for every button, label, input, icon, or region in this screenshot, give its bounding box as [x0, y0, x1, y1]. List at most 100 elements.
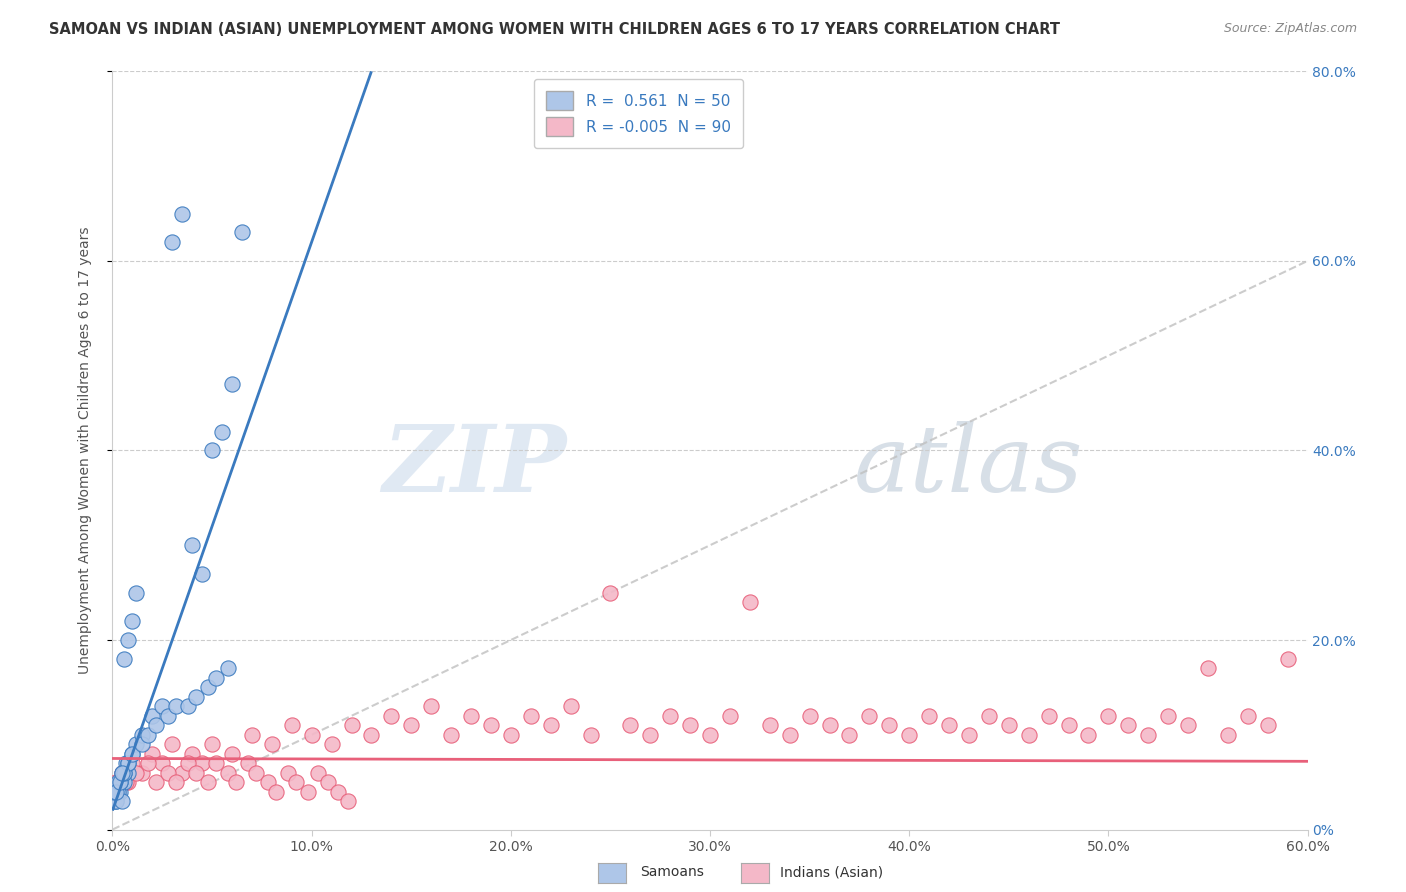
Point — [245, 765, 267, 780]
Point — [138, 728, 160, 742]
Point — [103, 785, 125, 799]
Point — [121, 614, 143, 628]
Point — [111, 765, 134, 780]
Point — [818, 718, 841, 732]
Point — [316, 775, 339, 789]
Point — [1197, 661, 1219, 675]
Point — [284, 775, 307, 789]
Point — [205, 671, 228, 685]
Point — [1157, 708, 1180, 723]
Point — [114, 765, 135, 780]
Point — [540, 718, 562, 732]
Point — [177, 756, 200, 771]
Point — [221, 377, 243, 392]
Point — [110, 785, 132, 799]
Point — [125, 765, 148, 780]
Point — [336, 794, 359, 808]
Point — [145, 775, 167, 789]
Point — [103, 794, 125, 808]
Text: SAMOAN VS INDIAN (ASIAN) UNEMPLOYMENT AMONG WOMEN WITH CHILDREN AGES 6 TO 17 YEA: SAMOAN VS INDIAN (ASIAN) UNEMPLOYMENT AM… — [49, 22, 1060, 37]
Point — [201, 443, 224, 458]
Point — [121, 756, 143, 771]
Point — [281, 718, 304, 732]
Point — [165, 775, 187, 789]
Point — [107, 785, 129, 799]
Point — [177, 699, 200, 714]
Point — [640, 728, 662, 742]
Point — [1137, 728, 1160, 742]
Point — [1177, 718, 1199, 732]
Point — [107, 775, 129, 789]
Point — [114, 775, 135, 789]
Point — [172, 765, 194, 780]
Point — [977, 708, 1000, 723]
Point — [858, 708, 880, 723]
Text: ZIP: ZIP — [382, 421, 567, 510]
Point — [197, 681, 219, 695]
Point — [110, 775, 132, 789]
Point — [401, 718, 423, 732]
Point — [1057, 718, 1080, 732]
Point — [191, 566, 214, 581]
Point — [115, 775, 138, 789]
Point — [1038, 708, 1060, 723]
Point — [879, 718, 901, 732]
Point — [307, 765, 329, 780]
Point — [107, 785, 129, 799]
Point — [125, 585, 148, 599]
Point — [111, 794, 134, 808]
Text: atlas: atlas — [853, 421, 1083, 510]
Point — [117, 765, 139, 780]
Point — [420, 699, 443, 714]
Point — [236, 756, 259, 771]
Point — [186, 765, 208, 780]
Point — [321, 737, 343, 751]
Point — [105, 785, 128, 799]
Point — [1077, 728, 1099, 742]
Point — [150, 699, 173, 714]
Legend: R =  0.561  N = 50, R = -0.005  N = 90: R = 0.561 N = 50, R = -0.005 N = 90 — [534, 79, 742, 148]
Point — [162, 737, 183, 751]
Point — [131, 728, 153, 742]
Point — [738, 595, 761, 609]
Point — [479, 718, 502, 732]
Point — [162, 235, 183, 249]
Point — [111, 775, 134, 789]
Point — [117, 756, 139, 771]
Text: Source: ZipAtlas.com: Source: ZipAtlas.com — [1223, 22, 1357, 36]
Point — [114, 765, 135, 780]
Point — [579, 728, 602, 742]
Point — [107, 785, 129, 799]
Point — [998, 718, 1021, 732]
Point — [191, 756, 214, 771]
Point — [264, 785, 287, 799]
Point — [240, 728, 263, 742]
Point — [145, 718, 167, 732]
Point — [121, 747, 143, 761]
Point — [172, 206, 194, 220]
Point — [938, 718, 960, 732]
Point — [520, 708, 543, 723]
Point — [1216, 728, 1239, 742]
Point — [759, 718, 782, 732]
Point — [105, 794, 128, 808]
Point — [599, 585, 621, 599]
Point — [117, 756, 139, 771]
Point — [1237, 708, 1260, 723]
Point — [277, 765, 299, 780]
Point — [838, 728, 860, 742]
Point — [1097, 708, 1119, 723]
Point — [1018, 728, 1040, 742]
Point — [125, 737, 148, 751]
Point — [211, 425, 233, 439]
Point — [918, 708, 941, 723]
Point — [1118, 718, 1140, 732]
Point — [779, 728, 801, 742]
Point — [898, 728, 921, 742]
Point — [380, 708, 402, 723]
Point — [659, 708, 682, 723]
Point — [111, 765, 134, 780]
Point — [181, 538, 204, 552]
Point — [699, 728, 721, 742]
Point — [799, 708, 821, 723]
